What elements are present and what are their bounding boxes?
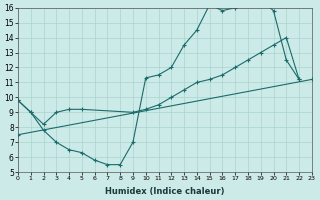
X-axis label: Humidex (Indice chaleur): Humidex (Indice chaleur) bbox=[105, 187, 225, 196]
